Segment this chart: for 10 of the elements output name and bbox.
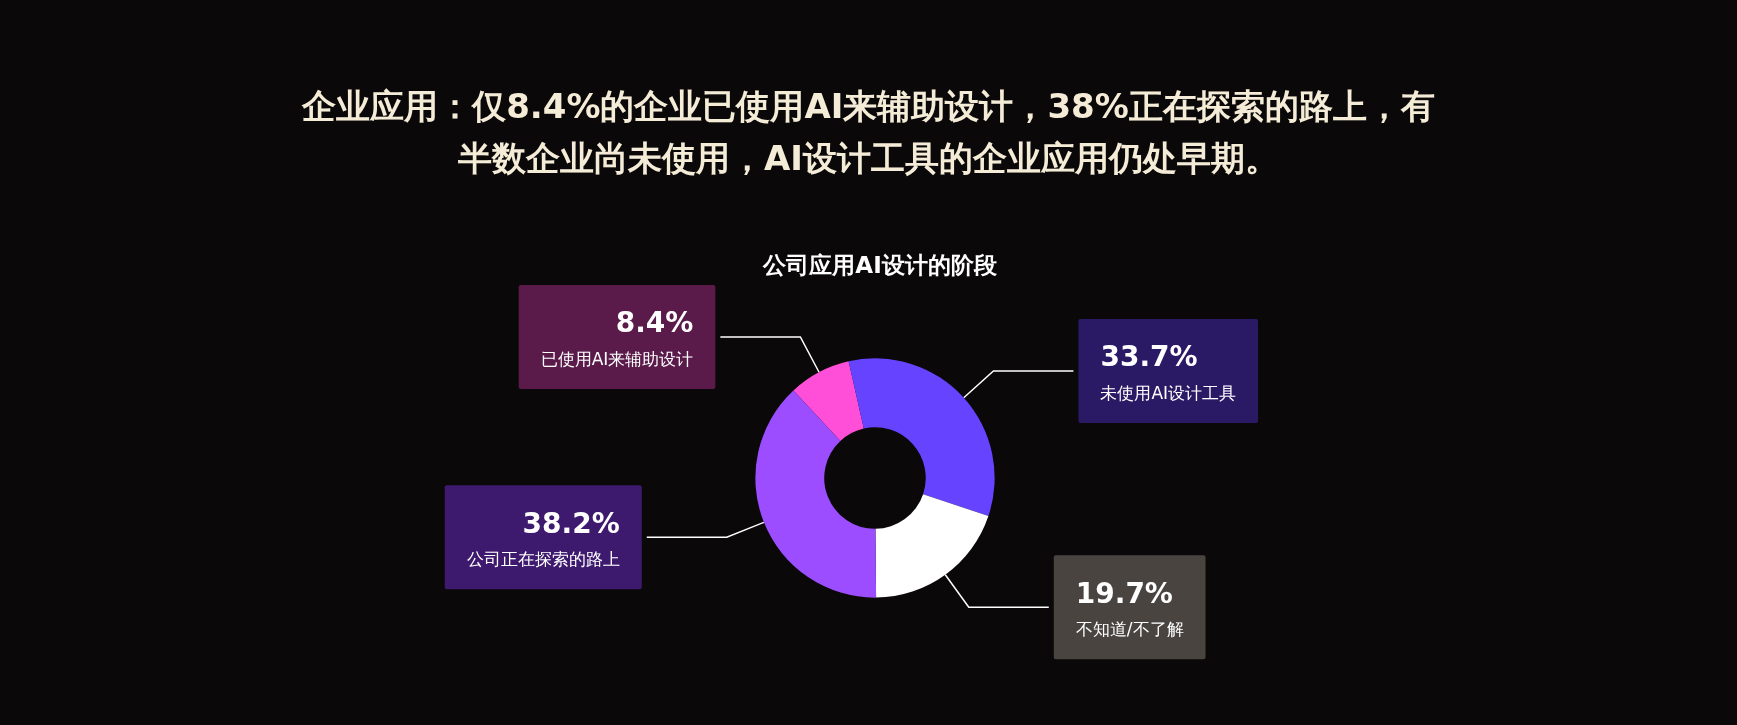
data-label: 38.2% [522,506,620,540]
chart-subtitle: 公司应用AI设计的阶段 [762,251,998,278]
slice-label: 已使用AI来辅助设计 [540,348,694,369]
slice-label: 不知道/不了解 [1075,619,1184,640]
data-label: 33.7% [1100,340,1198,374]
data-label: 19.7% [1075,576,1173,610]
slice-label: 公司正在探索的路上 [466,549,620,570]
chart-title: 企业应用：仅8.4%的企业已使用AI来辅助设计，38%正在探索的路上，有半数企业尚未使用，AI设计工具的企业应用仍处早期。 [301,86,1435,178]
data-label: 8.4% [615,306,694,340]
slice-label: 未使用AI设计工具 [1100,382,1237,403]
